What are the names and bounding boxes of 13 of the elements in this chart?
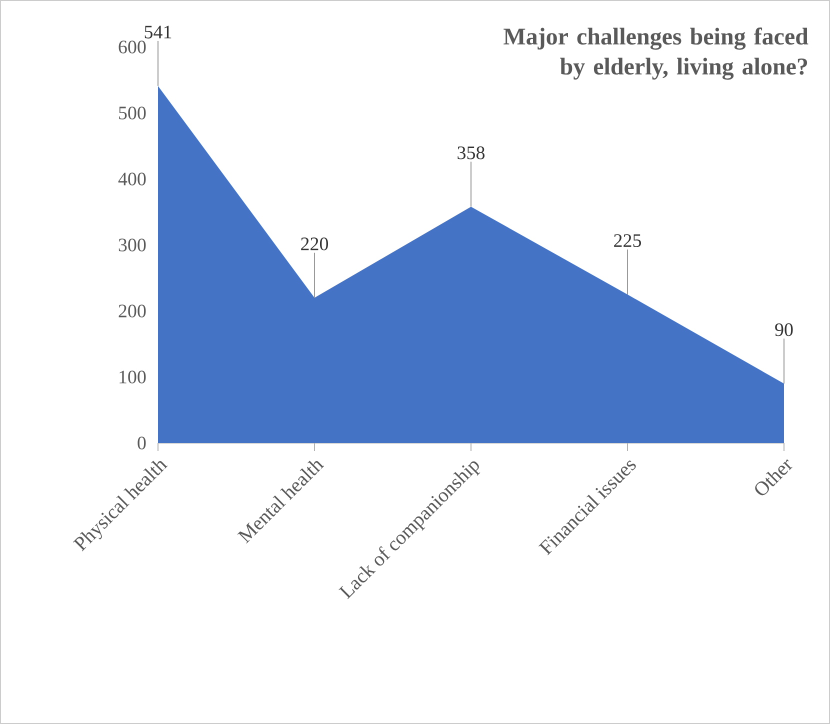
- data-label: 90: [775, 323, 793, 336]
- y-tick-label: 500: [119, 106, 146, 120]
- data-label: 220: [301, 237, 328, 250]
- chart-title: Major challenges being faced by elderly, living alone?: [504, 28, 808, 80]
- y-tick-label: 300: [118, 238, 146, 252]
- y-tick-label: 100: [120, 370, 146, 384]
- y-tick-label: 0: [138, 436, 146, 450]
- y-tick-label: 400: [118, 172, 146, 186]
- data-label: 541: [144, 26, 172, 38]
- data-label: 225: [614, 234, 642, 248]
- data-label: 358: [458, 146, 485, 160]
- y-tick-label: 200: [118, 304, 146, 318]
- y-tick-label: 600: [118, 40, 146, 54]
